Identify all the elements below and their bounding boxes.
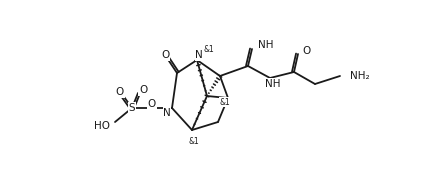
Text: O: O (148, 99, 156, 109)
Text: N: N (195, 50, 203, 60)
Text: O: O (302, 46, 310, 56)
Text: N: N (163, 108, 171, 118)
Text: S: S (129, 103, 135, 113)
Text: HO: HO (94, 121, 110, 131)
Text: &1: &1 (203, 45, 214, 53)
Text: O: O (161, 50, 169, 60)
Text: &1: &1 (219, 97, 230, 107)
Text: O: O (116, 87, 124, 97)
Text: &1: &1 (189, 137, 200, 146)
Text: NH: NH (265, 79, 281, 89)
Text: NH₂: NH₂ (350, 71, 370, 81)
Text: O: O (139, 85, 147, 95)
Text: NH: NH (258, 40, 273, 50)
